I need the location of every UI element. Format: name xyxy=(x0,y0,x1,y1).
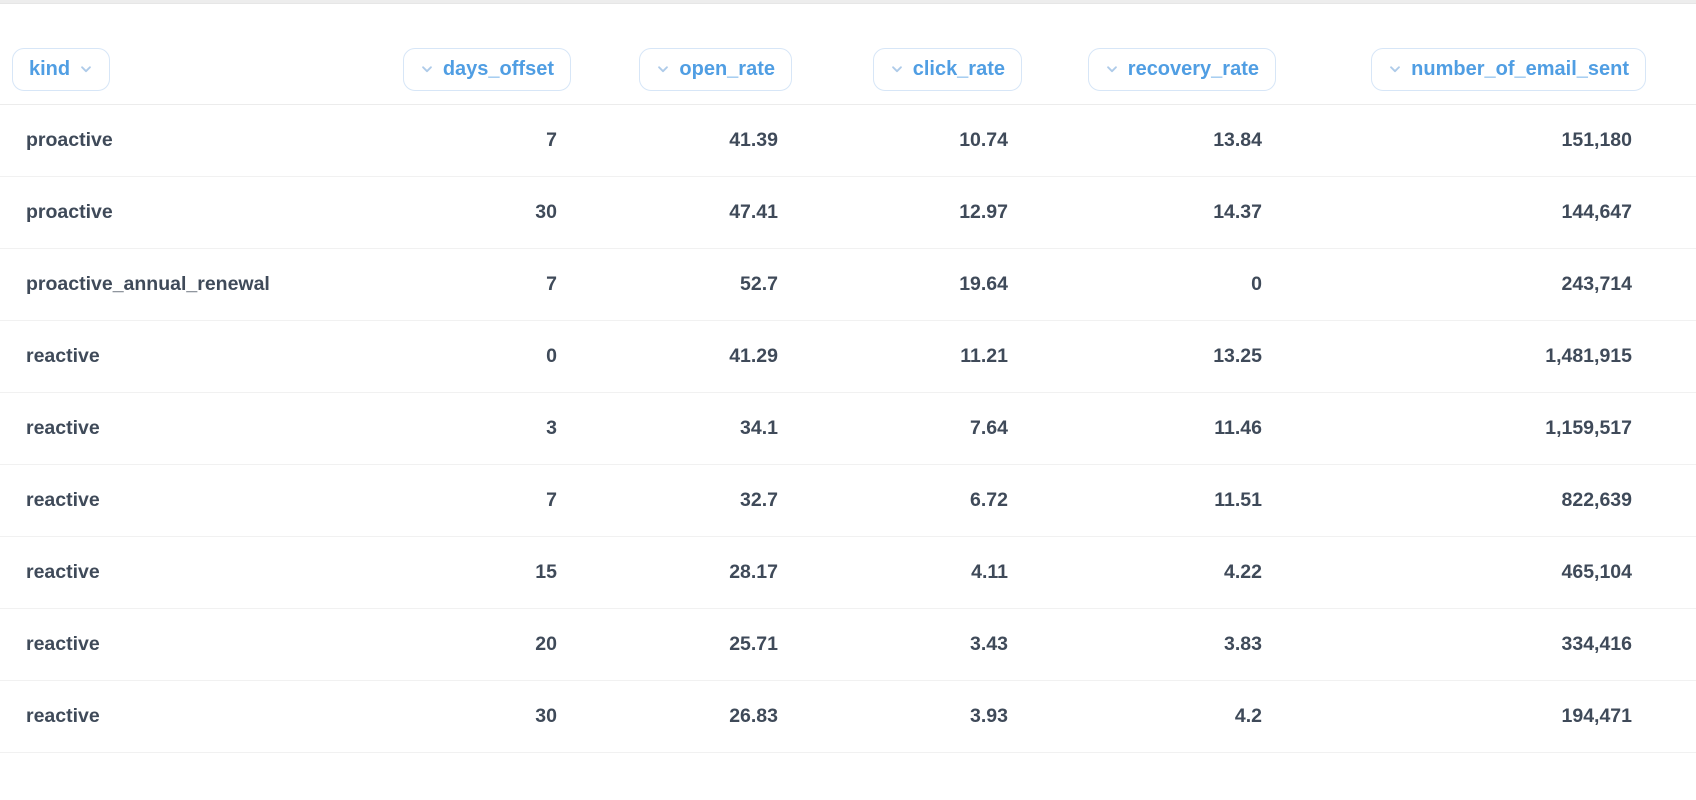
column-header-days_offset[interactable]: days_offset xyxy=(402,47,571,91)
cell-days_offset[interactable]: 20 xyxy=(362,608,585,681)
cell-kind[interactable]: proactive xyxy=(0,176,362,249)
cell-kind[interactable]: proactive_annual_renewal xyxy=(0,248,362,321)
cell-days_offset[interactable]: 3 xyxy=(362,392,585,465)
cell-kind[interactable]: proactive xyxy=(0,104,362,177)
cell-number_of_email_sent[interactable]: 151,180 xyxy=(1290,104,1696,177)
chevron-down-icon xyxy=(1105,62,1119,76)
cell-open_rate[interactable]: 34.1 xyxy=(585,392,806,465)
cell-kind[interactable]: reactive xyxy=(0,392,362,465)
cell-days_offset[interactable]: 30 xyxy=(362,176,585,249)
cell-click_rate[interactable]: 12.97 xyxy=(806,176,1036,249)
column-header-number_of_email_sent[interactable]: number_of_email_sent xyxy=(1371,47,1646,91)
cell-click_rate[interactable]: 10.74 xyxy=(806,104,1036,177)
table-row: reactive 7 32.7 6.72 11.51 822,639 xyxy=(0,464,1696,537)
column-header-kind[interactable]: kind xyxy=(12,47,111,91)
column-header-label: kind xyxy=(29,57,71,80)
cell-open_rate[interactable]: 52.7 xyxy=(585,248,806,321)
top-divider-strip xyxy=(0,0,1696,4)
cell-click_rate[interactable]: 11.21 xyxy=(806,320,1036,393)
cell-kind[interactable]: reactive xyxy=(0,608,362,681)
table-row: reactive 3 34.1 7.64 11.46 1,159,517 xyxy=(0,392,1696,465)
table-row: proactive 30 47.41 12.97 14.37 144,647 xyxy=(0,176,1696,249)
cell-kind[interactable]: reactive xyxy=(0,320,362,393)
cell-days_offset[interactable]: 30 xyxy=(362,680,585,753)
cell-number_of_email_sent[interactable]: 243,714 xyxy=(1290,248,1696,321)
cell-recovery_rate[interactable]: 11.46 xyxy=(1036,392,1290,465)
cell-open_rate[interactable]: 26.83 xyxy=(585,680,806,753)
cell-days_offset[interactable]: 7 xyxy=(362,464,585,537)
table-row: proactive_annual_renewal 7 52.7 19.64 0 … xyxy=(0,248,1696,321)
cell-recovery_rate[interactable]: 4.22 xyxy=(1036,536,1290,609)
table-row: reactive 15 28.17 4.11 4.22 465,104 xyxy=(0,536,1696,609)
cell-kind[interactable]: reactive xyxy=(0,680,362,753)
cell-open_rate[interactable]: 41.39 xyxy=(585,104,806,177)
table-row: proactive 7 41.39 10.74 13.84 151,180 xyxy=(0,104,1696,177)
column-header-label: days_offset xyxy=(442,57,554,80)
column-header-label: recovery_rate xyxy=(1127,57,1259,80)
result-table: kind days_offset xyxy=(0,4,1696,753)
column-header-recovery_rate[interactable]: recovery_rate xyxy=(1087,47,1276,91)
cell-days_offset[interactable]: 15 xyxy=(362,536,585,609)
cell-days_offset[interactable]: 7 xyxy=(362,248,585,321)
column-header-label: number_of_email_sent xyxy=(1411,57,1629,80)
cell-click_rate[interactable]: 3.43 xyxy=(806,608,1036,681)
cell-open_rate[interactable]: 25.71 xyxy=(585,608,806,681)
cell-kind[interactable]: reactive xyxy=(0,536,362,609)
column-header-label: click_rate xyxy=(912,57,1005,80)
column-header-click_rate[interactable]: click_rate xyxy=(872,47,1022,91)
cell-open_rate[interactable]: 32.7 xyxy=(585,464,806,537)
cell-recovery_rate[interactable]: 0 xyxy=(1036,248,1290,321)
chevron-down-icon xyxy=(79,62,93,76)
chevron-down-icon xyxy=(890,62,904,76)
chevron-down-icon xyxy=(656,62,670,76)
cell-recovery_rate[interactable]: 14.37 xyxy=(1036,176,1290,249)
cell-kind[interactable]: reactive xyxy=(0,464,362,537)
cell-recovery_rate[interactable]: 13.25 xyxy=(1036,320,1290,393)
cell-number_of_email_sent[interactable]: 1,481,915 xyxy=(1290,320,1696,393)
cell-number_of_email_sent[interactable]: 194,471 xyxy=(1290,680,1696,753)
column-header-open_rate[interactable]: open_rate xyxy=(639,47,792,91)
chevron-down-icon xyxy=(1388,62,1402,76)
cell-number_of_email_sent[interactable]: 465,104 xyxy=(1290,536,1696,609)
table-row: reactive 20 25.71 3.43 3.83 334,416 xyxy=(0,608,1696,681)
table-row: reactive 30 26.83 3.93 4.2 194,471 xyxy=(0,680,1696,753)
cell-recovery_rate[interactable]: 4.2 xyxy=(1036,680,1290,753)
cell-days_offset[interactable]: 7 xyxy=(362,104,585,177)
cell-click_rate[interactable]: 7.64 xyxy=(806,392,1036,465)
cell-recovery_rate[interactable]: 3.83 xyxy=(1036,608,1290,681)
cell-days_offset[interactable]: 0 xyxy=(362,320,585,393)
table-row: reactive 0 41.29 11.21 13.25 1,481,915 xyxy=(0,320,1696,393)
cell-open_rate[interactable]: 41.29 xyxy=(585,320,806,393)
cell-recovery_rate[interactable]: 13.84 xyxy=(1036,104,1290,177)
cell-open_rate[interactable]: 28.17 xyxy=(585,536,806,609)
cell-number_of_email_sent[interactable]: 334,416 xyxy=(1290,608,1696,681)
cell-open_rate[interactable]: 47.41 xyxy=(585,176,806,249)
cell-recovery_rate[interactable]: 11.51 xyxy=(1036,464,1290,537)
cell-number_of_email_sent[interactable]: 144,647 xyxy=(1290,176,1696,249)
chevron-down-icon xyxy=(420,62,434,76)
cell-click_rate[interactable]: 3.93 xyxy=(806,680,1036,753)
column-header-label: open_rate xyxy=(679,57,775,80)
cell-click_rate[interactable]: 4.11 xyxy=(806,536,1036,609)
cell-click_rate[interactable]: 6.72 xyxy=(806,464,1036,537)
table-header: kind days_offset xyxy=(0,4,1696,105)
table-body: proactive 7 41.39 10.74 13.84 151,180 pr… xyxy=(0,104,1696,753)
cell-click_rate[interactable]: 19.64 xyxy=(806,248,1036,321)
cell-number_of_email_sent[interactable]: 1,159,517 xyxy=(1290,392,1696,465)
cell-number_of_email_sent[interactable]: 822,639 xyxy=(1290,464,1696,537)
